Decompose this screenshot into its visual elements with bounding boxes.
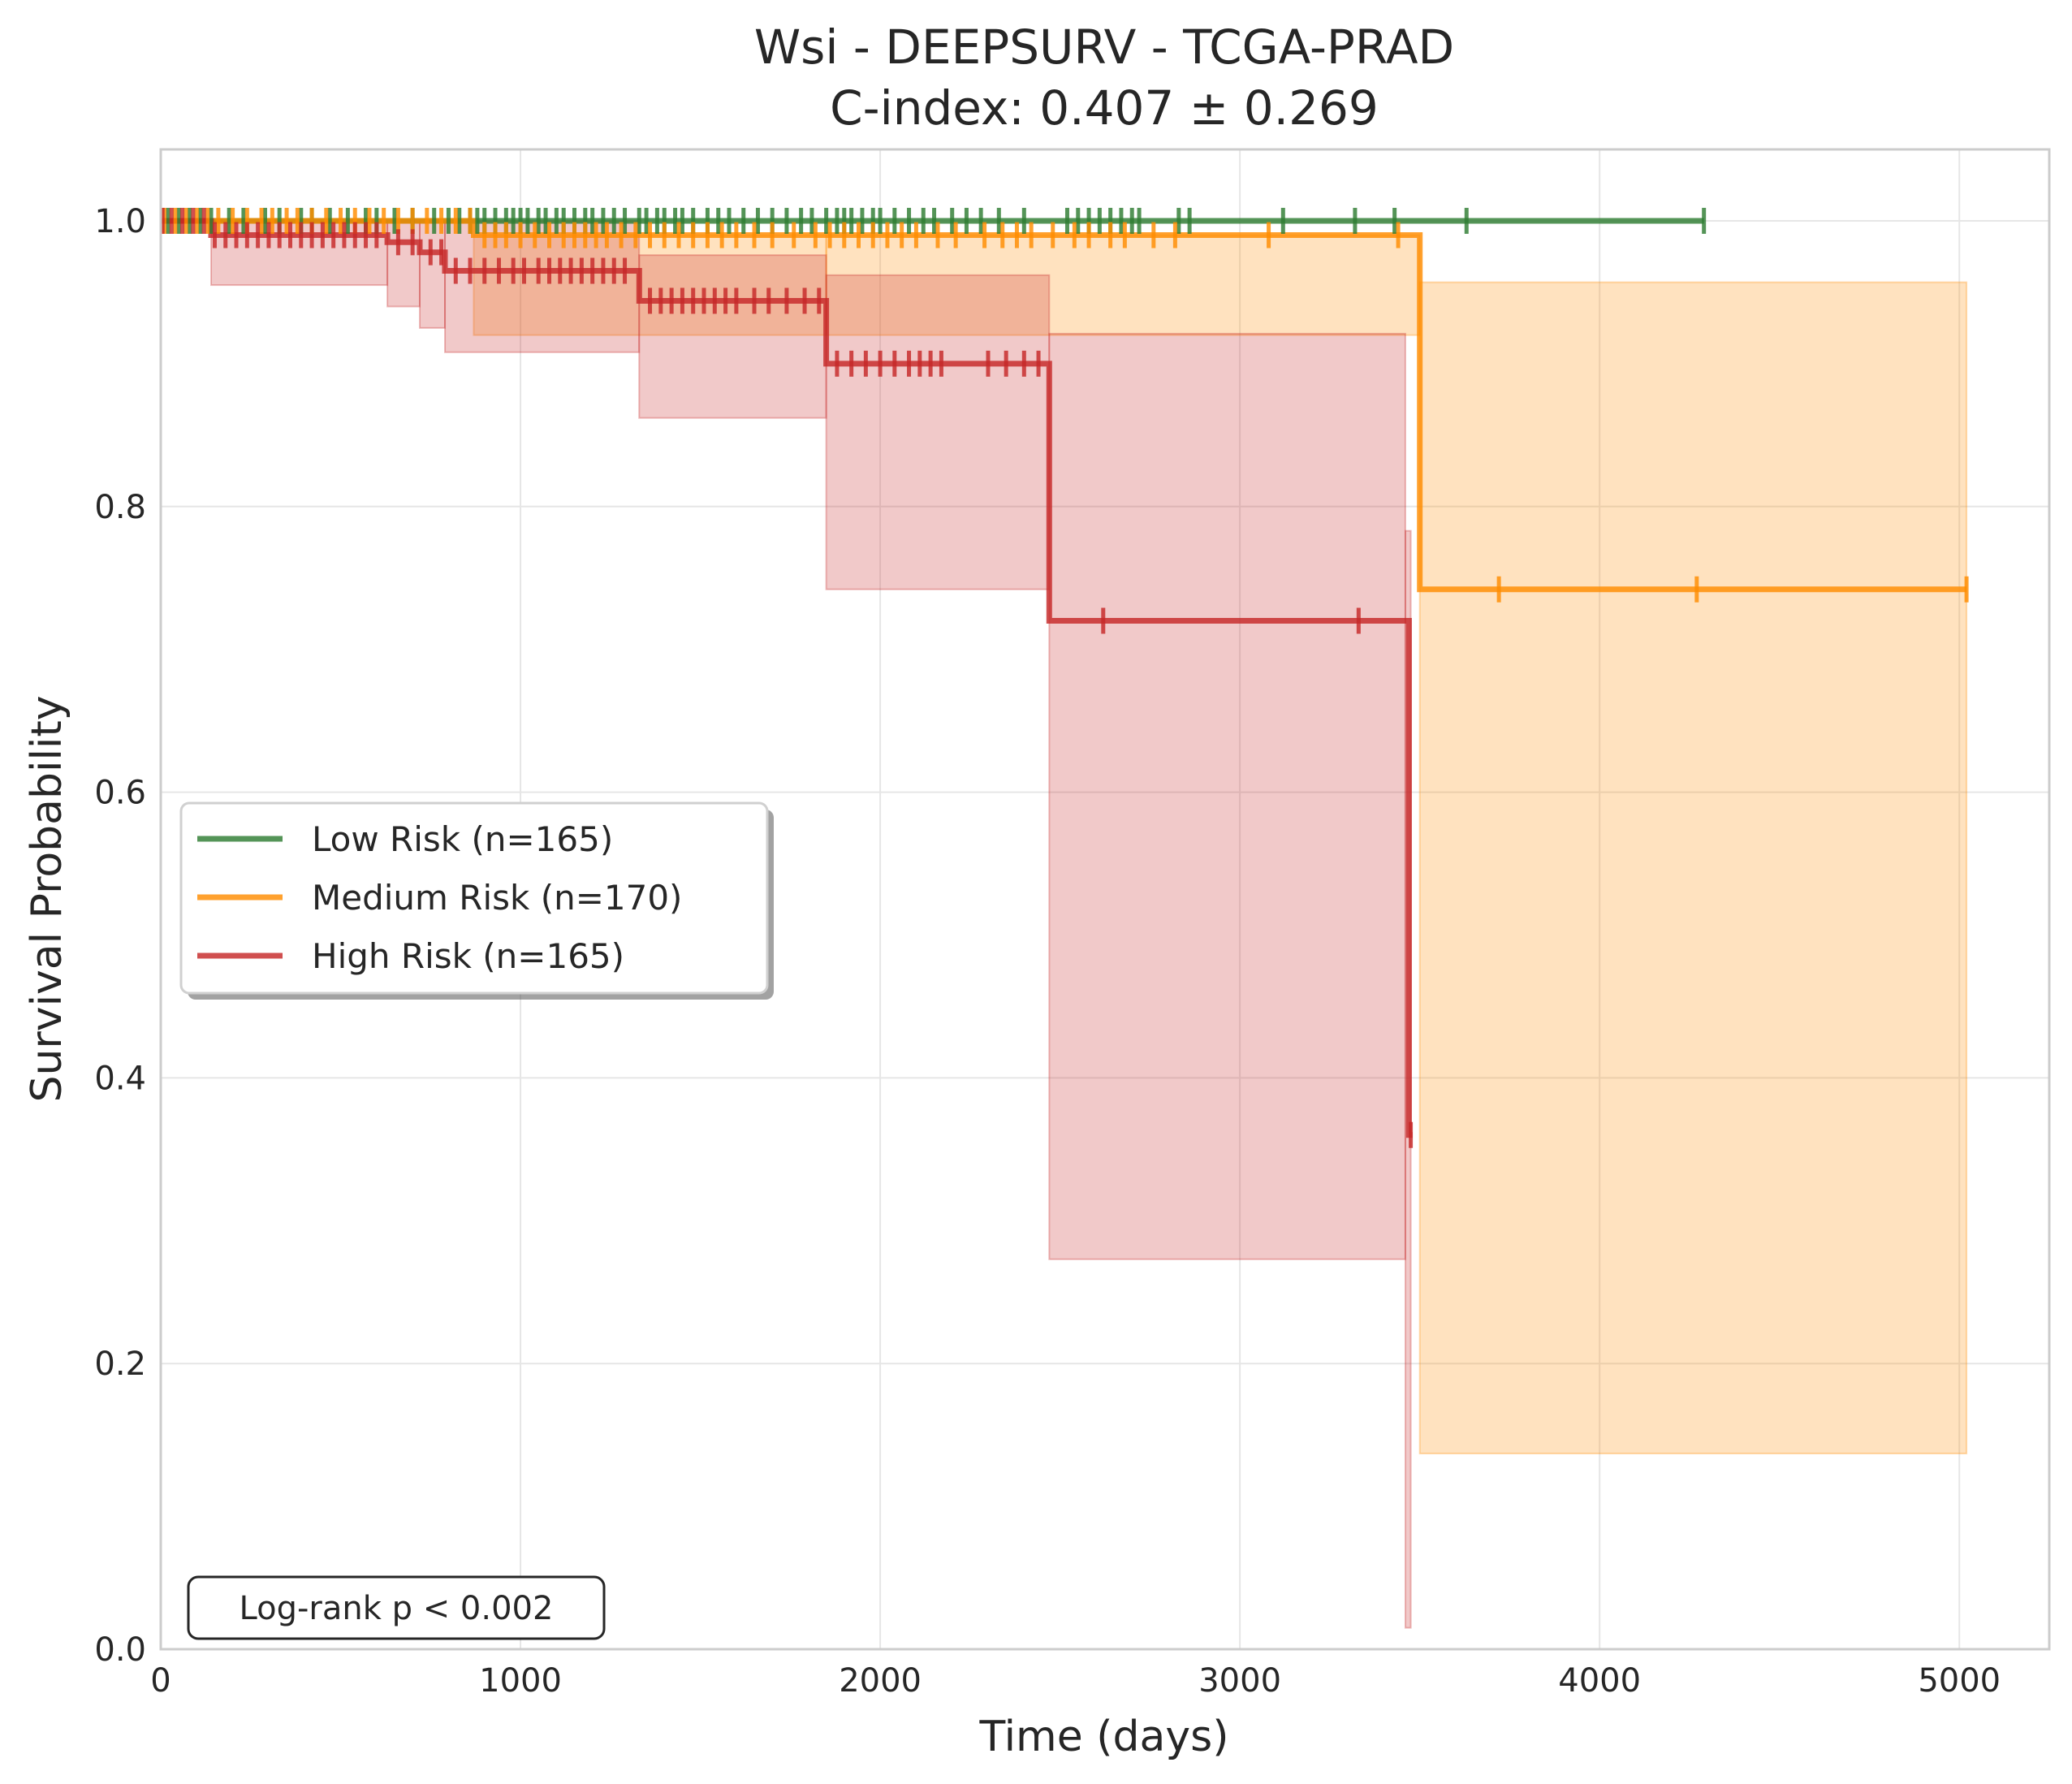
legend-box	[179, 801, 769, 995]
chart-subtitle: C-index: 0.407 ± 0.269	[830, 80, 1379, 136]
logrank-annotation: Log-rank p < 0.002	[187, 1575, 606, 1640]
survival-curve	[161, 218, 1967, 593]
x-axis-label: Time (days)	[978, 1713, 1228, 1761]
confidence-band	[1048, 332, 1406, 1260]
y-tick-label: 0.2	[94, 1346, 146, 1383]
y-axis-label: Survival Probability	[23, 695, 71, 1102]
legend-items: Low Risk (n=165) Medium Risk (n=170) High …	[197, 819, 682, 976]
confidence-bands	[210, 219, 1968, 1629]
y-tick-label: 1.0	[94, 203, 146, 240]
y-tick-labels: 0.0 0.2 0.4 0.6 0.8 1.0	[94, 203, 146, 1669]
x-tick-label: 5000	[1918, 1662, 2001, 1700]
plot-area	[159, 148, 2051, 1651]
confidence-band	[1418, 281, 1968, 1455]
y-tick-label: 0.0	[94, 1631, 146, 1669]
legend-label: Low Risk (n=165)	[312, 819, 613, 859]
chart-title: Wsi - DEEPSURV - TCGA-PRAD	[754, 19, 1454, 75]
censor-marks	[160, 207, 1969, 1148]
x-tick-label: 1000	[479, 1662, 562, 1700]
y-tick-label: 0.8	[94, 489, 146, 526]
legend-label: High Risk (n=165)	[312, 936, 624, 976]
confidence-band	[386, 219, 421, 308]
y-tick-label: 0.4	[94, 1060, 146, 1097]
survival-curve	[161, 218, 1413, 1138]
x-tick-label: 4000	[1558, 1662, 1641, 1700]
x-tick-labels: 0 1000 2000 3000 4000 5000	[150, 1662, 2001, 1700]
legend: Low Risk (n=165) Medium Risk (n=170) High …	[179, 801, 774, 1000]
x-tick-label: 0	[150, 1662, 171, 1700]
confidence-band	[638, 254, 827, 419]
plot-frame	[159, 148, 2051, 1651]
confidence-band	[825, 274, 1051, 590]
confidence-band	[444, 219, 641, 353]
confidence-band	[418, 219, 447, 329]
x-tick-label: 2000	[839, 1662, 922, 1700]
logrank-p-value: Log-rank p < 0.002	[240, 1590, 554, 1627]
legend-label: Medium Risk (n=170)	[312, 878, 682, 918]
x-tick-label: 3000	[1198, 1662, 1281, 1700]
y-tick-label: 0.6	[94, 775, 146, 812]
annotation-box	[187, 1575, 606, 1640]
